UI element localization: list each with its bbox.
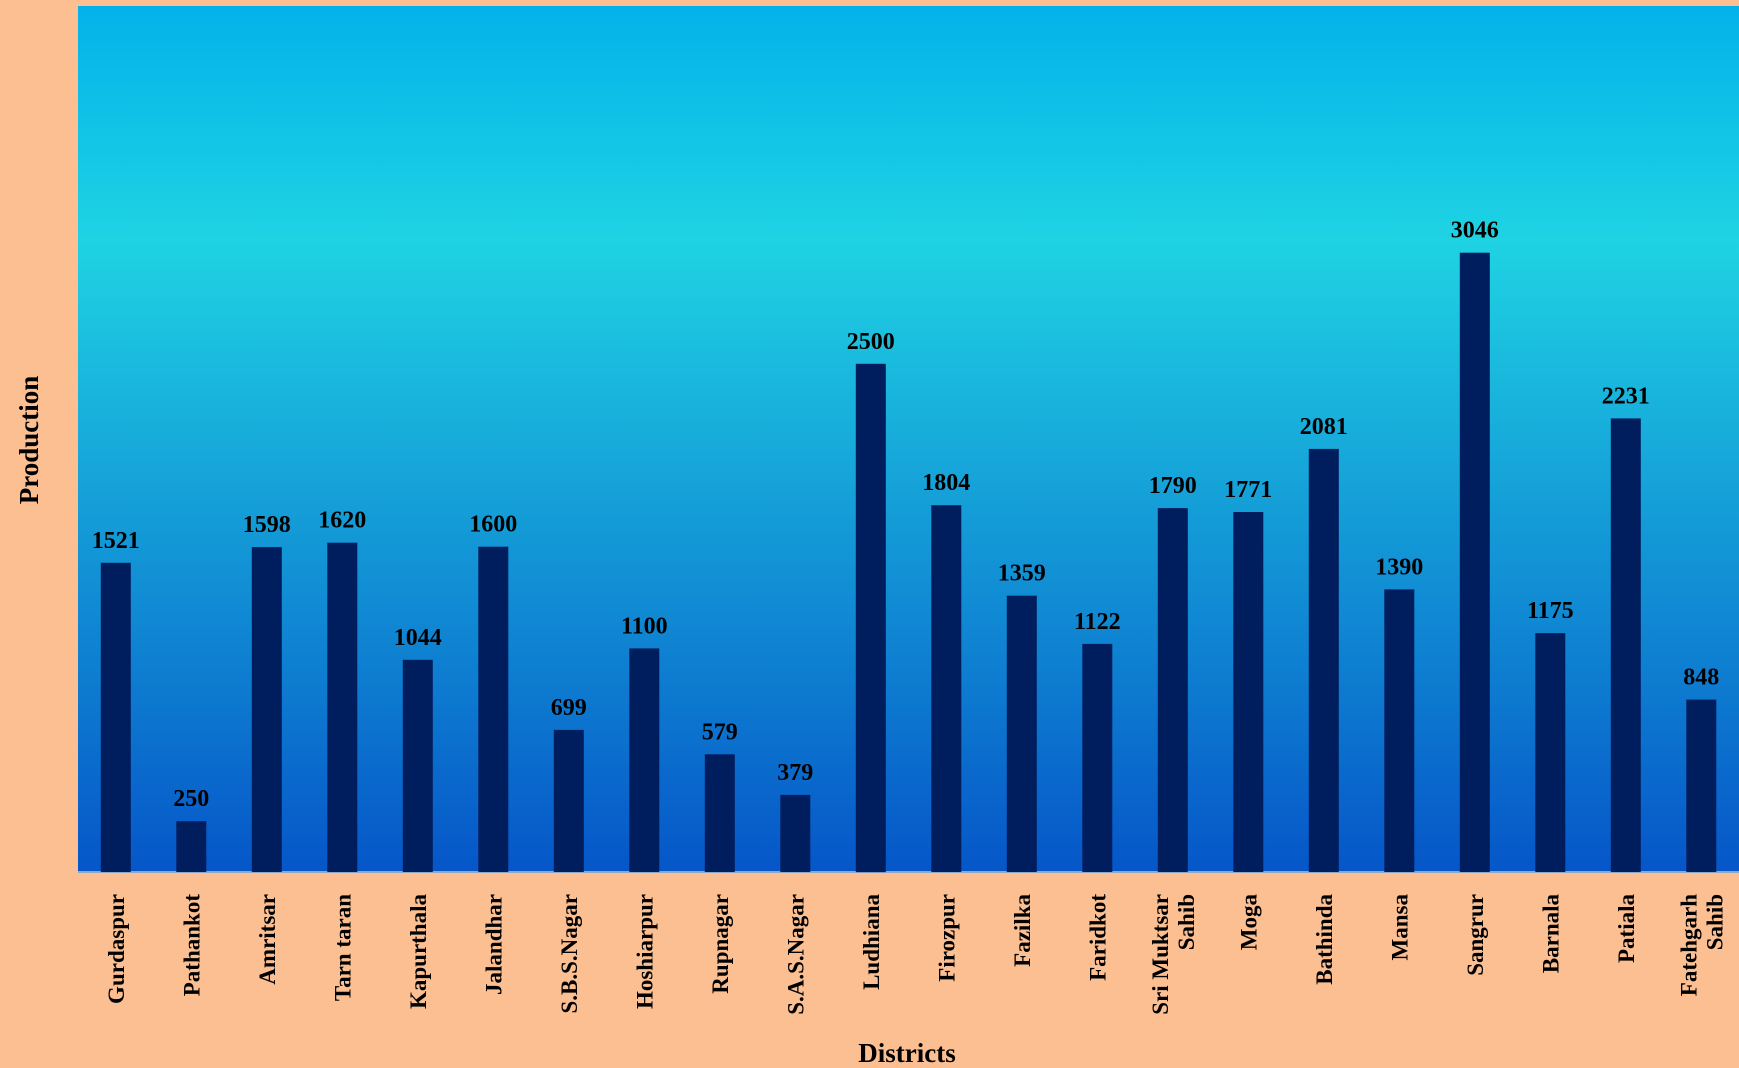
x-tick-label: Sri MuktsarSahib [1148, 894, 1199, 1015]
x-tick-label: Tarn taran [330, 894, 355, 1001]
bar [176, 821, 207, 872]
x-tick-label: Ludhiana [859, 894, 884, 990]
bar [1006, 595, 1037, 872]
bar [629, 648, 660, 872]
bar [1535, 633, 1566, 872]
x-tick-label: Mansa [1387, 894, 1412, 961]
x-tick-label: Amritsar [255, 894, 280, 985]
bar-value-label: 1044 [394, 625, 442, 651]
x-tick-label: S.A.S.Nagar [783, 894, 808, 1015]
bar-value-label: 3046 [1451, 218, 1499, 244]
bar-value-label: 1122 [1074, 609, 1121, 635]
bar-value-label: 1390 [1375, 554, 1423, 580]
bar [553, 729, 584, 872]
bar-value-label: 1100 [621, 613, 668, 639]
x-tick-label: Sangrur [1463, 894, 1488, 976]
x-tick-label: Barnala [1538, 894, 1563, 974]
bar-value-label: 2081 [1300, 414, 1348, 440]
x-tick-label: Hoshiarpur [632, 894, 657, 1009]
bar [855, 363, 886, 873]
bar-value-label: 379 [777, 760, 813, 786]
bar [402, 659, 433, 872]
bar [327, 542, 358, 872]
x-tick-label: Patiala [1614, 894, 1639, 963]
bar-value-label: 1359 [998, 561, 1046, 587]
bar [1686, 699, 1717, 872]
value-labels-layer: 1521 250 1598 1620 1044 1600 699 1100 579 379 2500… [92, 218, 1720, 813]
bar-value-label: 2500 [847, 329, 895, 355]
bar-value-label: 848 [1683, 665, 1719, 691]
x-tick-label: S.B.S.Nagar [557, 894, 582, 1014]
y-axis-title: Production [14, 376, 44, 505]
bar [1308, 448, 1339, 872]
bar-value-label: 1804 [922, 470, 970, 496]
bar-value-label: 250 [173, 786, 209, 812]
x-tick-label: Kapurthala [406, 894, 431, 1010]
bars-layer [100, 252, 1717, 873]
bar [1384, 589, 1415, 872]
x-tick-label: FatehgarhSahib [1676, 894, 1727, 996]
bar-value-label: 579 [702, 719, 738, 745]
x-tick-label: Moga [1236, 894, 1261, 951]
x-tick-label: Rupnagar [708, 894, 733, 994]
bar [1157, 508, 1188, 872]
bar [1082, 643, 1113, 872]
bar [100, 562, 131, 872]
bar-value-label: 1620 [318, 508, 366, 534]
bar [1233, 512, 1264, 872]
bar [1459, 252, 1490, 872]
x-tick-label: Gurdaspur [104, 894, 129, 1004]
bar [251, 547, 282, 872]
x-tick-label: Bathinda [1312, 894, 1337, 985]
bar-value-label: 1771 [1224, 477, 1272, 503]
bar-value-label: 699 [551, 695, 587, 721]
bar-value-label: 2231 [1602, 383, 1650, 409]
bar [780, 794, 811, 872]
bar-value-label: 1175 [1527, 598, 1574, 624]
tick-labels-layer: Gurdaspur Pathankot Amritsar Tarn taran Kapu… [104, 894, 1728, 1015]
bar [704, 754, 735, 872]
plot-area [78, 6, 1739, 872]
bar-value-label: 1790 [1149, 473, 1197, 499]
bar [931, 505, 962, 872]
bar [478, 546, 509, 872]
x-tick-label: Firozpur [934, 894, 959, 982]
x-tick-label: Jalandhar [481, 894, 506, 995]
bar [1610, 418, 1641, 872]
bar-value-label: 1521 [92, 528, 140, 554]
x-tick-label: Pathankot [179, 894, 204, 997]
x-tick-label: Faridkot [1085, 894, 1110, 981]
bar-value-label: 1598 [243, 512, 291, 538]
x-tick-label: Fazilka [1010, 894, 1035, 967]
x-axis-title: Districts [858, 1038, 955, 1068]
bar-value-label: 1600 [469, 512, 517, 538]
